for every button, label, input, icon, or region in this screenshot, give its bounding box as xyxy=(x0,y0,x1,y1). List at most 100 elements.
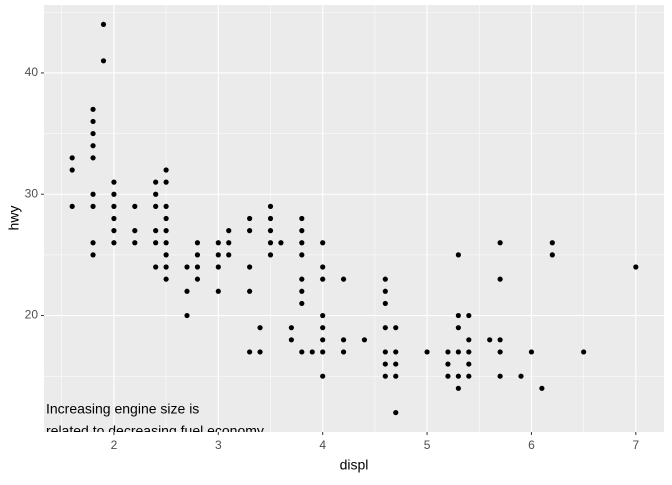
point xyxy=(320,264,326,270)
point xyxy=(393,325,399,331)
point xyxy=(528,349,535,355)
point xyxy=(100,58,107,64)
point xyxy=(215,288,221,294)
point xyxy=(299,228,305,234)
point xyxy=(257,349,263,355)
point xyxy=(247,264,253,270)
point xyxy=(153,228,159,234)
point xyxy=(111,228,117,234)
annotation: Increasing engine size is related to decr… xyxy=(46,401,267,439)
point xyxy=(288,325,294,331)
point xyxy=(340,276,347,282)
point xyxy=(549,252,555,258)
points xyxy=(69,21,639,416)
point xyxy=(194,240,201,246)
annotation-line: Increasing engine size is xyxy=(46,401,199,417)
point xyxy=(382,349,388,355)
grid xyxy=(44,5,664,432)
y-tick-label: 30 xyxy=(25,186,39,200)
point xyxy=(455,373,461,379)
point xyxy=(247,349,253,355)
point xyxy=(184,288,190,294)
panel xyxy=(44,5,664,432)
point xyxy=(247,228,253,234)
point xyxy=(132,240,138,246)
point xyxy=(299,288,305,294)
point xyxy=(111,179,117,185)
point xyxy=(90,252,96,258)
point xyxy=(267,252,274,258)
point xyxy=(382,361,388,367)
y-tick-label: 40 xyxy=(25,65,39,79)
point xyxy=(455,252,461,258)
point xyxy=(382,288,388,294)
point xyxy=(497,337,503,343)
point xyxy=(466,373,472,379)
point xyxy=(633,264,639,270)
point xyxy=(90,191,96,197)
point xyxy=(247,288,253,294)
point xyxy=(320,349,326,355)
point xyxy=(111,215,117,222)
point xyxy=(184,264,190,270)
point xyxy=(111,240,117,246)
point xyxy=(90,106,96,112)
point xyxy=(455,385,461,391)
point xyxy=(424,349,430,355)
point xyxy=(111,191,117,197)
point xyxy=(445,373,451,379)
point xyxy=(194,264,201,270)
point xyxy=(539,385,545,391)
point xyxy=(257,325,263,331)
point xyxy=(226,252,232,258)
point xyxy=(132,228,138,234)
x-tick-label: 3 xyxy=(215,438,222,452)
point xyxy=(153,179,159,185)
point xyxy=(382,276,388,282)
point xyxy=(549,240,555,246)
point xyxy=(194,252,201,258)
point xyxy=(163,228,169,234)
point xyxy=(100,21,107,28)
point xyxy=(267,203,274,209)
point xyxy=(69,203,75,209)
point xyxy=(320,240,326,246)
point xyxy=(69,155,75,161)
point xyxy=(163,240,169,246)
point xyxy=(455,325,461,331)
x-tick-label: 7 xyxy=(632,438,639,452)
point xyxy=(393,409,399,416)
point xyxy=(90,143,96,149)
point xyxy=(320,337,326,343)
point xyxy=(69,167,75,173)
point xyxy=(466,361,472,367)
point xyxy=(90,203,96,209)
point xyxy=(518,373,524,379)
point xyxy=(90,130,96,137)
y-tick-label: 20 xyxy=(25,308,39,322)
point xyxy=(215,252,221,258)
point xyxy=(393,361,399,367)
point xyxy=(278,240,284,246)
point xyxy=(320,325,326,331)
x-axis-label: displ xyxy=(340,457,369,473)
point xyxy=(226,228,232,234)
point xyxy=(247,215,253,222)
annotation-line: related to decreasing fuel economy. xyxy=(46,423,267,439)
point xyxy=(320,312,326,319)
point xyxy=(163,264,169,270)
point xyxy=(299,215,305,222)
point xyxy=(340,337,347,343)
point xyxy=(393,349,399,355)
point xyxy=(445,361,451,367)
point xyxy=(487,337,493,343)
point xyxy=(299,240,305,246)
point xyxy=(153,264,159,270)
point xyxy=(455,312,461,319)
point xyxy=(267,240,274,246)
y-axis-label: hwy xyxy=(6,206,22,231)
point xyxy=(163,179,169,185)
point xyxy=(320,276,326,282)
point xyxy=(90,155,96,161)
